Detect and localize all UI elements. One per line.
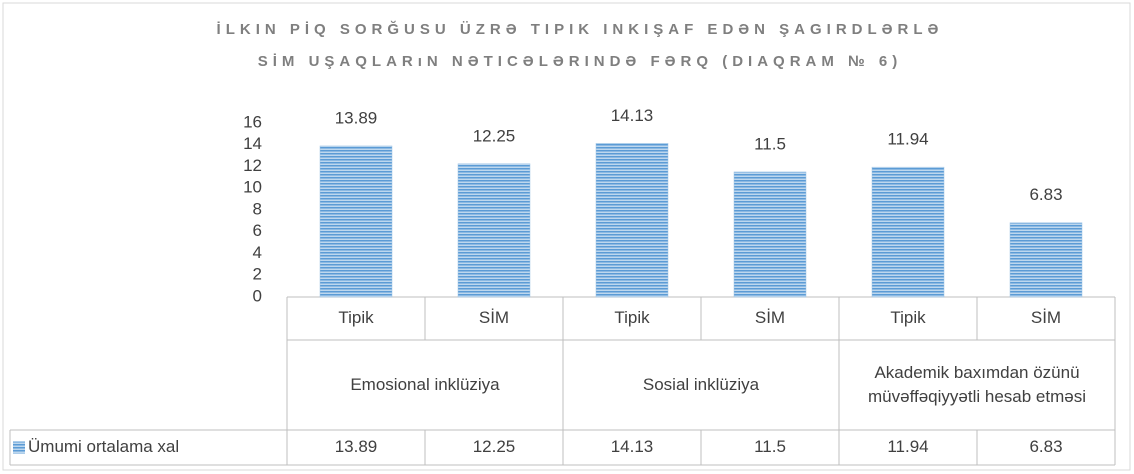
bar bbox=[733, 171, 807, 298]
y-tick-label: 12 bbox=[243, 156, 262, 175]
data-label: 13.89 bbox=[335, 108, 378, 127]
table-value: 6.83 bbox=[1029, 437, 1062, 456]
group-label: Sosial inklüziya bbox=[642, 375, 760, 394]
table-value: 11.5 bbox=[754, 437, 786, 456]
bar bbox=[595, 143, 669, 298]
data-label: 11.5 bbox=[754, 134, 786, 153]
y-tick-label: 2 bbox=[253, 265, 262, 284]
x-tick-label: SİM bbox=[755, 308, 785, 327]
data-label: 6.83 bbox=[1029, 185, 1062, 204]
chart-title: İLKIN PİQ SORĞUSU ÜZRƏ TIPIK INKIŞAF EDƏ… bbox=[216, 21, 944, 70]
y-tick-label: 6 bbox=[253, 221, 262, 240]
x-tick-label: SİM bbox=[479, 308, 509, 327]
data-label: 14.13 bbox=[611, 106, 654, 125]
y-tick-label: 0 bbox=[253, 286, 262, 305]
table-value: 14.13 bbox=[611, 437, 654, 456]
legend-label: Ümumi ortalama xal bbox=[28, 437, 179, 456]
group-label: Emosional inklüziya bbox=[350, 375, 500, 394]
table-value: 13.89 bbox=[335, 437, 378, 456]
x-tick-label: Tipik bbox=[338, 308, 374, 327]
bar bbox=[457, 163, 531, 298]
y-tick-label: 4 bbox=[253, 243, 262, 262]
x-tick-label: SİM bbox=[1031, 308, 1061, 327]
bar bbox=[1009, 222, 1083, 298]
y-tick-label: 14 bbox=[243, 134, 262, 153]
y-tick-label: 8 bbox=[253, 199, 262, 218]
table-value: 11.94 bbox=[887, 437, 928, 456]
bar bbox=[319, 145, 393, 298]
x-tick-label: Tipik bbox=[614, 308, 650, 327]
bar bbox=[871, 166, 945, 298]
data-label: 12.25 bbox=[473, 126, 516, 145]
table-value: 12.25 bbox=[473, 437, 516, 456]
group-label: Akademik baxımdan özünü müvəffəqiyyətli … bbox=[868, 363, 1086, 406]
legend-key bbox=[13, 441, 25, 454]
data-label: 11.94 bbox=[887, 130, 928, 149]
x-tick-label: Tipik bbox=[890, 308, 926, 327]
y-tick-label: 10 bbox=[243, 178, 262, 197]
y-tick-label: 16 bbox=[243, 112, 262, 131]
